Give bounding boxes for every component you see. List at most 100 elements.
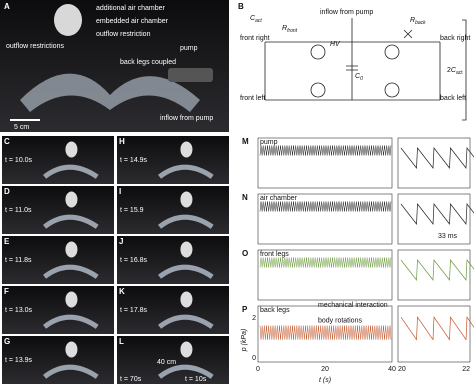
x-tick-label: 0	[256, 366, 260, 373]
time-label: t = 11.8s	[5, 257, 32, 264]
time-label: t = 16.8s	[120, 257, 148, 264]
leg-label: front left	[240, 95, 265, 102]
trace-label: front legs	[260, 251, 289, 258]
valve	[310, 82, 326, 98]
time-label: t = 11.0s	[5, 207, 32, 214]
trace	[259, 325, 392, 340]
panel-letter: N	[242, 193, 248, 202]
symbol-base: C	[355, 73, 361, 80]
plot-frame	[257, 249, 393, 301]
y-label: p (kPa)	[241, 329, 248, 353]
panel-letter: G	[4, 337, 10, 346]
panel-letter: A	[4, 2, 10, 11]
capacitor	[346, 65, 358, 71]
annotation: mechanical interaction	[318, 302, 388, 309]
x-tick-label: 20	[321, 366, 329, 373]
leg-label: back right	[440, 35, 470, 42]
time-label: t = 10.0s	[5, 157, 33, 164]
panel-letter: J	[119, 237, 123, 246]
symbol-base: R	[410, 17, 415, 24]
panel-letter: E	[4, 237, 10, 246]
circuit	[264, 18, 467, 121]
trace	[259, 257, 392, 268]
trace-label: back legs	[260, 307, 290, 314]
zoom-frame	[397, 305, 471, 363]
leg-label: front right	[240, 35, 270, 42]
x-tick-label: 20	[398, 366, 406, 373]
robot	[43, 164, 99, 179]
plot-frame	[257, 305, 393, 363]
symbol-base: C	[250, 15, 256, 22]
panel-letter: B	[238, 2, 244, 11]
panel-letter: O	[242, 249, 248, 258]
air-chamber	[180, 291, 193, 308]
time-label: t = 13.9s	[5, 357, 33, 364]
time-label: t = 13.0s	[5, 307, 33, 314]
panel-letter: K	[119, 287, 125, 296]
panel-letter: P	[242, 305, 248, 314]
air-chamber	[180, 241, 193, 258]
symbol: C0	[355, 73, 363, 82]
robot	[158, 164, 214, 179]
trace	[259, 201, 392, 212]
panel-letter: L	[119, 337, 124, 346]
annotation: inflow from pump	[160, 115, 213, 122]
robot	[43, 364, 99, 379]
x-label: t (s)	[319, 377, 331, 384]
symbol-sub: act	[255, 18, 262, 24]
trace-label: pump	[260, 139, 278, 146]
panel-letter: M	[242, 137, 249, 146]
air-chamber	[65, 291, 78, 308]
symbol: Rback	[410, 17, 426, 26]
x-tick-label: 22	[462, 366, 470, 373]
robot	[158, 264, 214, 279]
air-chamber	[65, 191, 78, 208]
zoom-trace	[400, 147, 474, 169]
distance-label: 40 cm	[157, 359, 176, 366]
y-tick-label: 2	[252, 315, 256, 322]
zoom-frame	[397, 137, 471, 189]
robot	[43, 264, 99, 279]
symbol: Cact	[250, 15, 262, 24]
annotation: 33 ms	[438, 233, 458, 240]
time-label: t = 17.8s	[120, 307, 148, 314]
air-chamber	[65, 141, 78, 158]
annotation: outflow restrictions	[6, 43, 64, 50]
time-label: t = 14.9s	[120, 157, 148, 164]
air-chamber	[54, 4, 82, 36]
pump-body	[168, 68, 213, 82]
symbol-sub: front	[287, 28, 298, 34]
zoom-trace	[400, 259, 474, 281]
annotation: embedded air chamber	[96, 18, 169, 25]
symbol: Rfront	[282, 25, 298, 34]
robot	[43, 214, 99, 229]
symbol-base: R	[282, 25, 287, 32]
panel-letter: H	[119, 137, 125, 146]
panel-letter: F	[4, 287, 9, 296]
symbol-sub: back	[415, 20, 426, 26]
air-chamber	[180, 341, 193, 358]
coef: 2	[447, 67, 451, 74]
scale-label: 5 cm	[14, 124, 29, 131]
annotation: additional air chamber	[96, 5, 166, 12]
annotation: outflow restriction	[96, 31, 151, 38]
panel-letter: D	[4, 187, 10, 196]
robot	[43, 314, 99, 329]
panel-letter: C	[4, 137, 10, 146]
bracket	[462, 19, 467, 121]
symbol-base: C	[451, 67, 457, 74]
air-chamber	[65, 241, 78, 258]
trace-label: air chamber	[260, 195, 298, 202]
symbol-sub: 0	[360, 76, 363, 82]
air-chamber	[180, 191, 193, 208]
symbol: 2Cact	[447, 67, 463, 76]
robot	[158, 314, 214, 329]
annotation: body rotations	[318, 318, 362, 325]
x-tick-label: 40	[388, 366, 396, 373]
zoom-trace	[400, 203, 474, 225]
valve	[310, 44, 326, 60]
panel-letter: I	[119, 187, 121, 196]
annotation: pump	[180, 45, 198, 52]
zoom-frame	[397, 193, 471, 245]
